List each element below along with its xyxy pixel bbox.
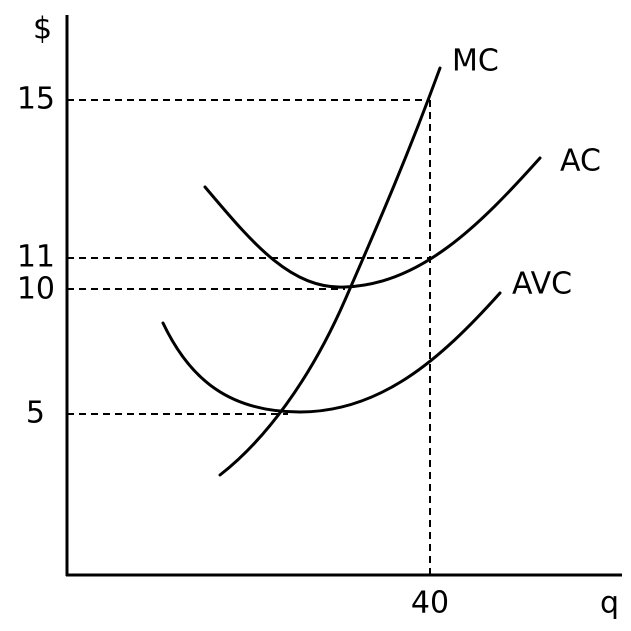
y-axis-label: $	[33, 12, 52, 47]
ac-curve	[203, 156, 542, 289]
avc-curve	[161, 291, 502, 414]
y-level-label: 10	[17, 272, 55, 307]
curve-label: MC	[452, 44, 499, 79]
y-level-label: 11	[17, 240, 55, 275]
mc-curve	[218, 66, 442, 477]
curve-label: AC	[560, 144, 601, 179]
curve-label: AVC	[512, 267, 572, 302]
y-level-label: 15	[17, 82, 55, 117]
x-axis-label: q	[600, 586, 619, 621]
x-level-label: 40	[411, 586, 449, 621]
y-level-label: 5	[26, 396, 45, 431]
